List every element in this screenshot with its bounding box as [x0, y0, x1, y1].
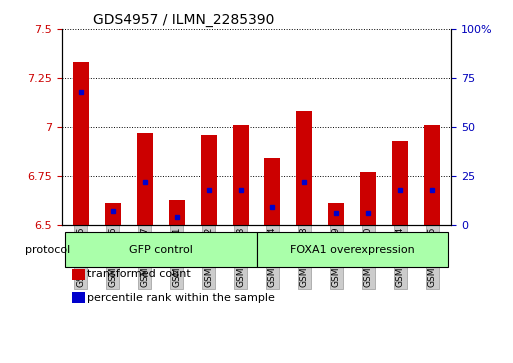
- Bar: [73, 62, 89, 225]
- Text: GFP control: GFP control: [129, 245, 192, 254]
- Bar: [169, 200, 185, 225]
- Bar: [360, 172, 377, 225]
- Text: FOXA1 overexpression: FOXA1 overexpression: [290, 245, 415, 254]
- Bar: [265, 158, 281, 225]
- Bar: [328, 204, 344, 225]
- Text: percentile rank within the sample: percentile rank within the sample: [87, 293, 275, 303]
- Text: transformed count: transformed count: [87, 269, 191, 279]
- Text: GDS4957 / ILMN_2285390: GDS4957 / ILMN_2285390: [93, 13, 274, 26]
- Bar: [105, 204, 121, 225]
- Bar: [424, 125, 440, 225]
- Bar: [136, 133, 153, 225]
- Bar: [392, 141, 408, 225]
- Bar: [201, 135, 216, 225]
- Bar: [297, 111, 312, 225]
- Bar: [232, 125, 248, 225]
- Text: protocol: protocol: [25, 245, 70, 254]
